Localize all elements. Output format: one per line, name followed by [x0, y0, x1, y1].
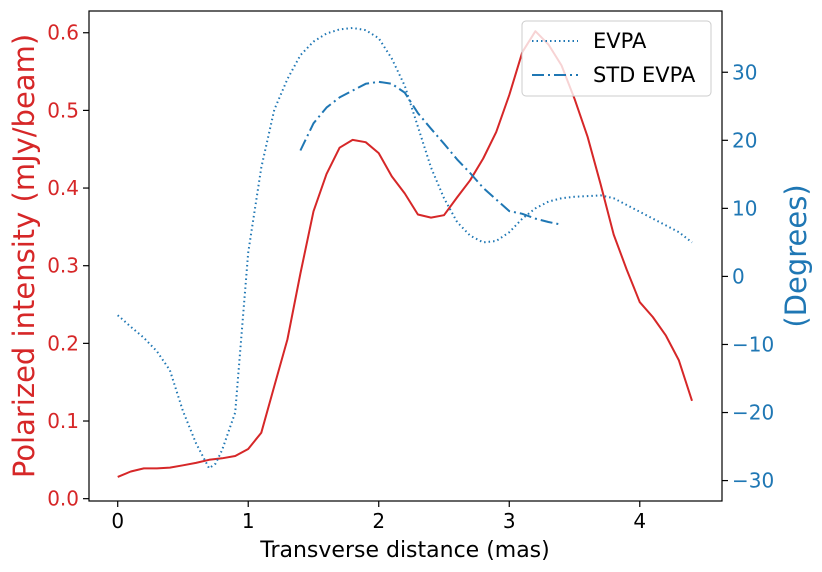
legend: EVPA STD EVPA [521, 20, 712, 97]
y-right-tick-label: −20 [732, 401, 774, 425]
legend-box [521, 20, 712, 97]
y-left-tick-label: 0.2 [47, 331, 79, 355]
y-left-tick-label: 0.1 [47, 409, 79, 433]
x-tick-label: 3 [503, 509, 516, 533]
ticks-layer: 0 1 2 3 4 0.0 0.1 0.2 0.3 0.4 0.5 0.6 −30 −20 −10 0 10 20… [47, 21, 774, 533]
y-left-tick-label: 0.4 [47, 176, 79, 200]
y-right-tick-label: −10 [732, 332, 774, 356]
x-tick-label: 4 [633, 509, 646, 533]
y-left-tick-label: 0.6 [47, 21, 79, 45]
y-axis-label-left: Polarized intensity (mJy/beam) [7, 34, 41, 478]
series-layer [117, 27, 693, 478]
y-right-tick-label: 0 [732, 264, 745, 288]
legend-std-evpa-label: STD EVPA [593, 63, 696, 87]
legend-evpa-label: EVPA [593, 29, 647, 53]
y-right-tick-label: 10 [732, 196, 757, 220]
series-line-std-evpa [299, 80, 562, 226]
y-left-tick-label: 0.3 [47, 254, 79, 278]
y-left-tick-label: 0.0 [47, 487, 79, 511]
x-tick-label: 2 [372, 509, 385, 533]
series-line-polarized-intensity [117, 30, 693, 478]
y-right-tick-label: 20 [732, 128, 757, 152]
y-right-tick-label: −30 [732, 469, 774, 493]
y-axis-label-right: (Degrees) [779, 184, 813, 327]
y-left-tick-label: 0.5 [47, 98, 79, 122]
x-tick-label: 1 [242, 509, 255, 533]
x-axis-label: Transverse distance (mas) [259, 538, 549, 563]
y-right-tick-label: 30 [732, 60, 757, 84]
plot-frame [88, 10, 723, 502]
x-tick-label: 0 [111, 509, 124, 533]
